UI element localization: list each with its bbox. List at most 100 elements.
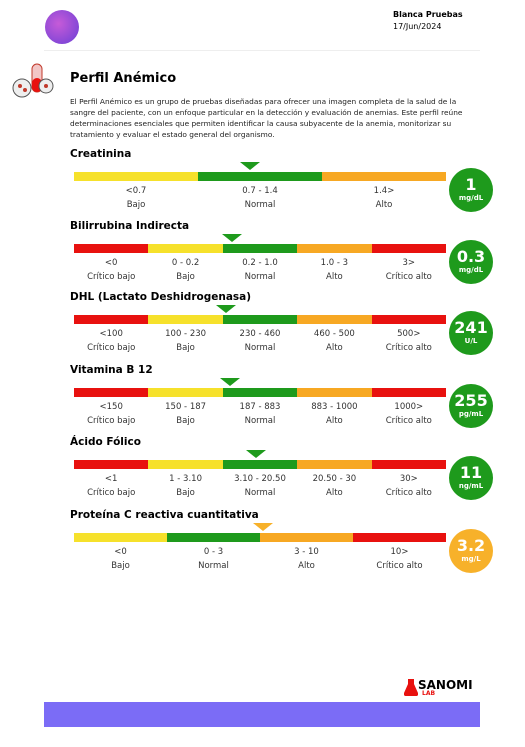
range-label: Bajo — [176, 272, 195, 282]
result-circle: 255 pg/mL — [449, 384, 493, 428]
range-segment — [74, 460, 149, 469]
range-label: Alto — [326, 416, 343, 426]
separator — [44, 50, 480, 51]
description: El Perfil Anémico es un grupo de pruebas… — [70, 97, 463, 139]
report-date: 17/Jun/2024 — [393, 22, 442, 31]
range-label: Crítico bajo — [87, 272, 136, 282]
range-label: Normal — [244, 488, 276, 498]
marker — [220, 378, 240, 386]
range-segment — [198, 172, 322, 181]
range-segment — [371, 388, 446, 397]
range-label: Normal — [244, 343, 276, 353]
section-title: Perfil Anémico — [70, 71, 177, 86]
range-text: 187 - 883 — [239, 402, 281, 412]
range-text: 1000> — [394, 402, 424, 412]
range-label: Normal — [244, 416, 276, 426]
result-unit: ng/mL — [458, 482, 484, 490]
range-segment — [322, 172, 446, 181]
result-value: 0.3 — [456, 247, 486, 266]
range-segment — [148, 460, 223, 469]
range-segment — [297, 388, 372, 397]
range-text: <1 — [104, 474, 118, 484]
result-unit: mg/L — [461, 555, 481, 563]
range-segment — [74, 172, 198, 181]
range-text: 20.50 - 30 — [312, 474, 357, 484]
range-segment — [148, 244, 223, 253]
range-segment — [371, 244, 446, 253]
marker — [253, 523, 273, 531]
range-text: 0 - 3 — [203, 547, 224, 557]
range-text: 10> — [390, 547, 409, 557]
marker — [216, 305, 236, 313]
result-value: 3.2 — [456, 536, 486, 555]
range-text: <100 — [99, 329, 123, 339]
range-label: Crítico bajo — [87, 488, 136, 498]
range-segment — [297, 315, 372, 324]
range-segment — [353, 533, 446, 542]
range-text: 3.10 - 20.50 — [234, 474, 286, 484]
range-text: 883 - 1000 — [311, 402, 358, 412]
result-circle: 3.2 mg/L — [449, 529, 493, 573]
range-label: Crítico alto — [385, 343, 432, 353]
range-segment — [371, 315, 446, 324]
marker — [246, 450, 266, 458]
range-label: Bajo — [111, 561, 130, 571]
range-label: Bajo — [176, 488, 195, 498]
range-text: 30> — [399, 474, 418, 484]
range-segment — [371, 460, 446, 469]
range-label: Crítico bajo — [87, 343, 136, 353]
range-label: Crítico alto — [385, 272, 432, 282]
range-text: 3> — [402, 258, 416, 268]
result-circle: 0.3 mg/dL — [449, 240, 493, 284]
range-segment — [222, 388, 298, 397]
range-text: 1.4> — [373, 186, 395, 196]
range-segment — [74, 315, 149, 324]
test-name: Vitamina B 12 — [70, 364, 153, 376]
range-segment — [222, 315, 298, 324]
result-value: 241 — [454, 318, 488, 337]
icon — [12, 63, 54, 98]
range-text: 0.2 - 1.0 — [242, 258, 278, 268]
result-value: 255 — [454, 391, 488, 410]
range-segment — [74, 388, 149, 397]
range-label: Crítico bajo — [87, 416, 136, 426]
range-text: 500> — [397, 329, 421, 339]
range-label: Alto — [375, 200, 393, 210]
range-segment — [148, 315, 223, 324]
patient-name: Blanca Pruebas — [393, 10, 463, 19]
range-text: <0 — [104, 258, 118, 268]
range-segment — [297, 244, 372, 253]
range-segment — [148, 388, 223, 397]
result-value: 11 — [459, 463, 483, 482]
result-value: 1 — [465, 175, 477, 194]
marker — [222, 234, 242, 242]
range-text: 230 - 460 — [239, 329, 281, 339]
range-segment — [222, 460, 298, 469]
range-label: Crítico alto — [376, 561, 423, 571]
range-segment — [260, 533, 353, 542]
range-text: <0 — [114, 547, 127, 557]
range-text: 100 - 230 — [165, 329, 207, 339]
result-unit: mg/dL — [458, 194, 484, 202]
range-text: 3 - 10 — [294, 547, 319, 557]
range-label: Alto — [326, 272, 343, 282]
result-circle: 241 U/L — [449, 311, 493, 355]
range-text: 0.7 - 1.4 — [242, 186, 278, 196]
range-segment — [167, 533, 260, 542]
footer-bar — [44, 702, 480, 727]
range-label: Alto — [298, 561, 315, 571]
test-name: Bilirrubina Indirecta — [70, 220, 190, 232]
range-label: Alto — [326, 488, 343, 498]
range-text: 460 - 500 — [313, 329, 355, 339]
result-unit: U/L — [464, 337, 478, 345]
brand-sub: LAB — [422, 690, 436, 697]
range-text: <0.7 — [125, 186, 147, 196]
range-text: 150 - 187 — [165, 402, 207, 412]
marker — [240, 162, 260, 170]
range-label: Alto — [326, 343, 343, 353]
range-text: 0 - 0.2 — [171, 258, 200, 268]
range-segment — [222, 244, 298, 253]
range-label: Normal — [244, 200, 276, 210]
test-name: Creatinina — [70, 148, 132, 160]
